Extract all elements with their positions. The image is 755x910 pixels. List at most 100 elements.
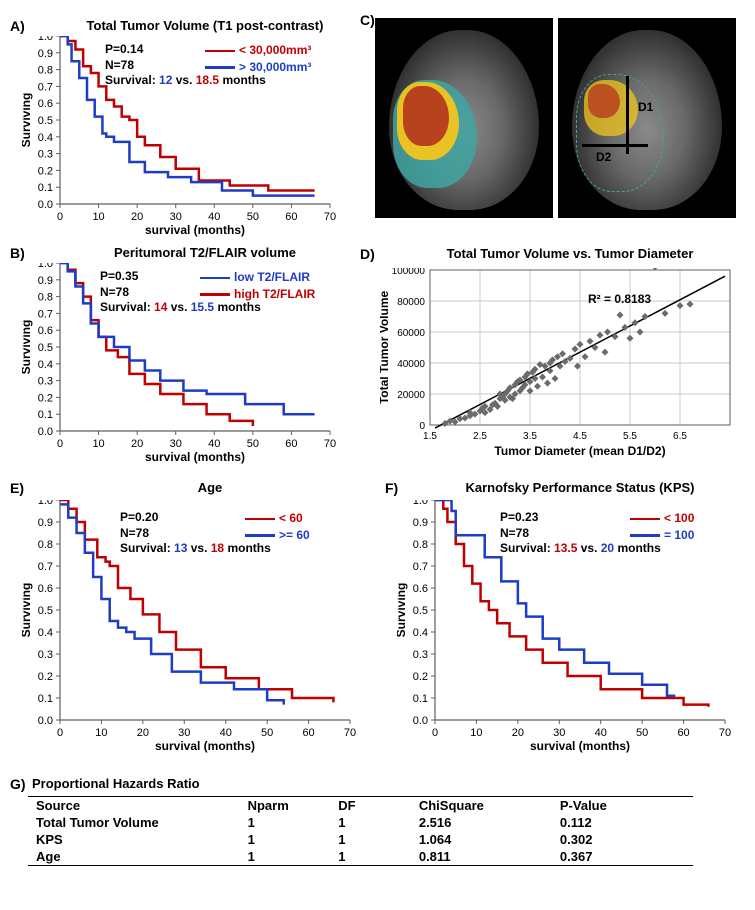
- svg-text:40: 40: [208, 211, 220, 223]
- D2-label: D2: [596, 150, 611, 164]
- svg-text:20: 20: [131, 211, 143, 223]
- svg-text:10: 10: [95, 727, 107, 739]
- svg-text:0.9: 0.9: [38, 517, 53, 529]
- table-header-row: Source Nparm DF ChiSquare P-Value: [28, 797, 693, 815]
- svg-text:0.3: 0.3: [38, 649, 53, 661]
- svg-text:60: 60: [677, 727, 689, 739]
- th-source: Source: [28, 797, 240, 815]
- svg-text:60: 60: [285, 438, 297, 450]
- km-F-legend: < 100= 100: [630, 510, 694, 544]
- svg-text:1.0: 1.0: [38, 500, 53, 507]
- svg-text:0.0: 0.0: [38, 426, 53, 438]
- svg-text:0.6: 0.6: [38, 98, 53, 110]
- svg-text:0.7: 0.7: [38, 561, 53, 573]
- svg-text:0.8: 0.8: [38, 65, 53, 77]
- km-E-legend: < 60>= 60: [245, 510, 310, 544]
- svg-text:10: 10: [470, 727, 482, 739]
- th-df: DF: [330, 797, 411, 815]
- table-row: KPS111.0640.302: [28, 831, 693, 848]
- svg-text:1.0: 1.0: [38, 263, 53, 270]
- svg-text:Surviving: Surviving: [22, 320, 33, 375]
- svg-text:60000: 60000: [397, 328, 425, 339]
- mri-image-left: [375, 18, 553, 218]
- svg-text:0.9: 0.9: [413, 517, 428, 529]
- svg-text:40: 40: [595, 727, 607, 739]
- hazards-table: Source Nparm DF ChiSquare P-Value Total …: [28, 796, 693, 866]
- svg-text:0.1: 0.1: [413, 693, 428, 705]
- svg-text:0.1: 0.1: [38, 693, 53, 705]
- panel-E-label: E): [10, 480, 24, 496]
- svg-text:5.5: 5.5: [623, 431, 637, 442]
- svg-text:50: 50: [261, 727, 273, 739]
- svg-text:70: 70: [719, 727, 731, 739]
- svg-text:40: 40: [220, 727, 232, 739]
- th-nparm: Nparm: [240, 797, 331, 815]
- km-A-legend: < 30,000mm³> 30,000mm³: [205, 42, 311, 76]
- svg-text:0: 0: [57, 211, 63, 223]
- table-row: Total Tumor Volume112.5160.112: [28, 814, 693, 831]
- km-B-legend: low T2/FLAIRhigh T2/FLAIR: [200, 269, 315, 303]
- svg-text:30: 30: [178, 727, 190, 739]
- svg-text:10: 10: [92, 438, 104, 450]
- svg-text:0.6: 0.6: [38, 583, 53, 595]
- th-pval: P-Value: [552, 797, 693, 815]
- panel-F-label: F): [385, 480, 398, 496]
- svg-text:50: 50: [636, 727, 648, 739]
- panel-B-label: B): [10, 245, 25, 261]
- svg-text:30: 30: [170, 438, 182, 450]
- panel-A-label: A): [10, 18, 25, 34]
- svg-text:Total Tumor Volume: Total Tumor Volume: [380, 291, 391, 405]
- svg-text:0.8: 0.8: [413, 539, 428, 551]
- km-A-title: Total Tumor Volume (T1 post-contrast): [75, 18, 335, 33]
- svg-text:0.4: 0.4: [38, 359, 53, 371]
- svg-text:Surviving: Surviving: [22, 583, 33, 638]
- svg-text:0.7: 0.7: [38, 308, 53, 320]
- km-F-title: Karnofsky Performance Status (KPS): [430, 480, 730, 495]
- scatter-r2: R² = 0.8183: [588, 292, 651, 308]
- svg-text:0.2: 0.2: [38, 165, 53, 177]
- svg-text:1.0: 1.0: [38, 36, 53, 43]
- svg-text:0.9: 0.9: [38, 275, 53, 287]
- svg-text:20: 20: [512, 727, 524, 739]
- svg-text:0: 0: [57, 727, 63, 739]
- svg-text:Surviving: Surviving: [22, 93, 33, 148]
- svg-text:0.5: 0.5: [413, 605, 428, 617]
- tumor-rust-2: [588, 84, 620, 118]
- svg-text:0.1: 0.1: [38, 182, 53, 194]
- svg-text:0.4: 0.4: [38, 627, 53, 639]
- svg-text:0.0: 0.0: [38, 199, 53, 211]
- svg-text:30: 30: [170, 211, 182, 223]
- svg-text:0.3: 0.3: [38, 376, 53, 388]
- panel-G-label: G): [10, 776, 26, 792]
- svg-text:70: 70: [344, 727, 356, 739]
- svg-text:70: 70: [324, 438, 336, 450]
- svg-text:0: 0: [432, 727, 438, 739]
- svg-text:3.5: 3.5: [523, 431, 537, 442]
- svg-text:70: 70: [324, 211, 336, 223]
- svg-text:0.4: 0.4: [38, 132, 53, 144]
- svg-text:survival (months): survival (months): [145, 223, 245, 237]
- svg-text:6.5: 6.5: [673, 431, 687, 442]
- svg-text:0.2: 0.2: [413, 671, 428, 683]
- km-E-title: Age: [160, 480, 260, 495]
- tumor-rust: [403, 86, 449, 146]
- svg-text:80000: 80000: [397, 297, 425, 308]
- svg-text:survival (months): survival (months): [155, 739, 255, 753]
- svg-text:0.6: 0.6: [413, 583, 428, 595]
- svg-text:0.2: 0.2: [38, 671, 53, 683]
- svg-text:60: 60: [285, 211, 297, 223]
- svg-text:0.5: 0.5: [38, 342, 53, 354]
- svg-text:0.4: 0.4: [413, 627, 428, 639]
- svg-text:Tumor Diameter (mean D1/D2): Tumor Diameter (mean D1/D2): [494, 444, 665, 458]
- svg-text:survival (months): survival (months): [530, 739, 630, 753]
- svg-text:100000: 100000: [392, 268, 426, 277]
- svg-text:0.1: 0.1: [38, 409, 53, 421]
- svg-text:2.5: 2.5: [473, 431, 487, 442]
- table-G-title: Proportional Hazards Ratio: [32, 776, 200, 791]
- svg-text:50: 50: [247, 211, 259, 223]
- svg-text:40000: 40000: [397, 359, 425, 370]
- svg-text:0.2: 0.2: [38, 392, 53, 404]
- svg-text:0.7: 0.7: [413, 561, 428, 573]
- svg-text:0.7: 0.7: [38, 81, 53, 93]
- scatter-chart-D: 0200004000060000800001000001.52.53.54.55…: [380, 268, 740, 463]
